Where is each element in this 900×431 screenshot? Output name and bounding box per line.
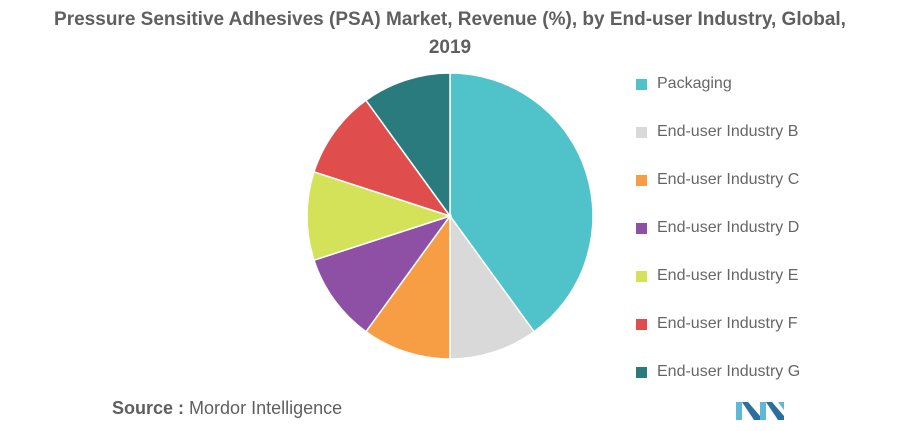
chart-title-line-2: 2019 [428, 37, 472, 58]
pie-slice-3 [364, 213, 451, 360]
source-label: Source : [112, 398, 185, 418]
logo-part-4 [766, 402, 784, 420]
legend-item-3: End-user Industry C [636, 156, 800, 204]
legend-swatch-6 [636, 318, 647, 330]
source-text: Mordor Intelligence [189, 398, 343, 418]
chart-title-line-1: Pressure Sensitive Adhesives (PSA) Marke… [54, 9, 846, 30]
legend-label-1: Packaging [657, 75, 732, 92]
legend-item-5: End-user Industry E [636, 252, 800, 300]
legend-item-1: Packaging [636, 60, 800, 108]
legend-label-2: End-user Industry B [657, 123, 799, 140]
legend-label-4: End-user Industry D [657, 219, 800, 236]
legend-item-7: End-user Industry G [636, 348, 800, 396]
legend-label-5: End-user Industry E [657, 267, 799, 284]
legend: Packaging End-user Industry B End-user Ind… [636, 60, 800, 396]
legend-label-6: End-user Industry F [657, 315, 798, 332]
legend-item-6: End-user Industry F [636, 300, 800, 348]
logo-part-3 [760, 402, 766, 420]
mordor-intelligence-logo-icon [736, 402, 784, 420]
legend-swatch-3 [636, 174, 647, 186]
source-note: Source : Mordor Intelligence [112, 398, 342, 419]
legend-label-3: End-user Industry C [657, 171, 800, 188]
pie-slice-4 [313, 214, 452, 333]
legend-swatch-2 [636, 126, 647, 138]
logo-part-1 [736, 402, 742, 420]
logo-part-5 [778, 402, 784, 410]
legend-swatch-7 [636, 366, 647, 378]
pie-slice-6 [313, 99, 452, 218]
pie-slice-5 [306, 170, 453, 262]
logo-part-2 [742, 402, 760, 420]
legend-swatch-1 [636, 78, 647, 90]
pie-slice-1 [449, 72, 594, 333]
pie-slice-7 [364, 72, 451, 219]
legend-item-2: End-user Industry B [636, 108, 800, 156]
legend-label-7: End-user Industry G [657, 363, 801, 380]
pie-slice-2 [449, 213, 536, 360]
legend-swatch-5 [636, 270, 647, 282]
legend-swatch-4 [636, 222, 647, 234]
legend-item-4: End-user Industry D [636, 204, 800, 252]
chart-title: Pressure Sensitive Adhesives (PSA) Marke… [0, 6, 900, 62]
